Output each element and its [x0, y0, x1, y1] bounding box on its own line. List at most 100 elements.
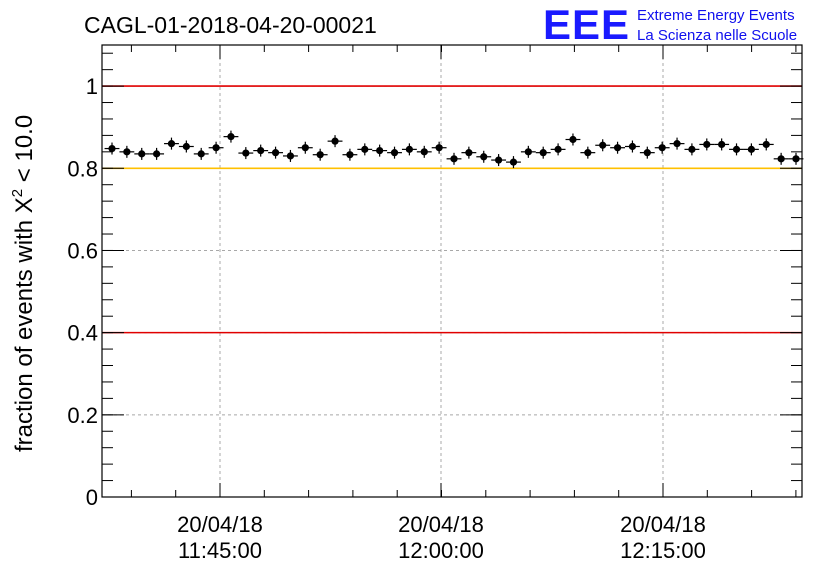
data-point-marker — [242, 149, 250, 157]
data-point — [178, 140, 194, 153]
x-tick-date: 20/04/18 — [398, 512, 484, 537]
logo-letters: EEE — [543, 1, 630, 48]
data-point — [595, 139, 611, 152]
y-axis-label-suffix: < 10.0 — [11, 115, 38, 189]
data-point-marker — [628, 142, 637, 151]
data-point — [193, 147, 209, 160]
data-point-marker — [777, 155, 785, 163]
data-point-marker — [643, 149, 651, 157]
y-tick-label: 1 — [86, 74, 98, 99]
data-point-marker — [673, 140, 681, 148]
y-tick-label: 0.6 — [67, 238, 98, 263]
data-point-marker — [420, 148, 428, 156]
data-point-marker — [271, 149, 280, 157]
eee-logo: EEE Extreme Energy Events La Scienza nel… — [543, 1, 797, 48]
data-point — [476, 150, 492, 163]
data-point — [684, 143, 700, 156]
y-tick-label: 0.2 — [67, 403, 98, 428]
data-point-marker — [584, 149, 592, 157]
data-point — [461, 146, 477, 159]
data-point — [535, 146, 551, 159]
data-point-marker — [153, 150, 161, 158]
data-point-marker — [509, 158, 518, 166]
data-point-marker — [301, 144, 309, 152]
x-tick-time: 12:15:00 — [620, 538, 706, 563]
data-point — [580, 146, 596, 159]
y-axis-label: fraction of events with X2 < 10.0 — [9, 115, 38, 452]
data-point-marker — [182, 142, 190, 151]
logo-line-1: Extreme Energy Events — [637, 7, 795, 24]
data-point-marker — [747, 145, 755, 153]
data-point-marker — [390, 149, 399, 157]
data-point-marker — [524, 148, 532, 156]
reference-lines — [102, 85, 802, 334]
data-point — [729, 143, 744, 156]
data-point-marker — [167, 140, 176, 148]
data-point-marker — [792, 155, 800, 163]
data-point-marker — [554, 145, 562, 153]
data-point — [312, 148, 328, 161]
data-point-marker — [762, 140, 770, 149]
data-point — [773, 152, 789, 165]
logo-line-2: La Scienza nelle Scuole — [637, 27, 797, 44]
data-point — [149, 147, 165, 160]
data-point — [743, 143, 759, 156]
data-point — [401, 143, 417, 156]
plot-border — [101, 44, 803, 498]
x-axis-ticks: 20/04/1811:45:0020/04/1812:00:0020/04/18… — [130, 45, 797, 563]
data-point-marker — [613, 144, 622, 152]
data-point-marker — [257, 147, 265, 155]
data-point — [639, 146, 655, 159]
data-point — [223, 130, 239, 143]
data-point — [446, 152, 462, 165]
y-axis-label-prefix: fraction of events with — [11, 213, 38, 452]
data-point-marker — [331, 137, 339, 145]
data-point — [714, 138, 730, 151]
y-tick-label: 0.4 — [67, 321, 98, 346]
data-point-marker — [138, 150, 146, 158]
data-point-marker — [465, 149, 473, 157]
x-tick-date: 20/04/18 — [620, 512, 706, 537]
data-point — [238, 147, 254, 160]
data-point — [164, 137, 179, 150]
data-point-marker — [361, 145, 369, 153]
data-point — [625, 140, 640, 153]
data-point-marker — [569, 135, 577, 144]
grid-lines — [102, 45, 802, 498]
y-axis-label-superscript: 2 — [9, 189, 26, 197]
data-point-marker — [405, 145, 413, 153]
y-axis-ticks: 0 0.2 0.4 0.6 0.8 1 — [67, 52, 802, 510]
data-point-marker — [227, 133, 235, 141]
x-tick-time: 11:45:00 — [178, 538, 262, 563]
data-point-marker — [480, 153, 488, 161]
data-point-marker — [539, 149, 547, 157]
data-point — [253, 144, 269, 157]
data-point — [134, 147, 150, 160]
data-point-marker — [376, 147, 384, 155]
data-point-marker — [212, 144, 220, 152]
data-point-marker — [197, 150, 205, 158]
data-point — [506, 156, 521, 169]
data-point — [297, 141, 313, 154]
data-point — [669, 137, 685, 150]
data-point — [610, 141, 625, 154]
data-point-marker — [599, 141, 607, 149]
data-point-marker — [435, 144, 443, 152]
data-point — [342, 148, 358, 161]
data-point — [372, 144, 388, 157]
x-tick-time: 12:00:00 — [398, 538, 484, 563]
data-point-marker — [703, 140, 711, 149]
data-point — [283, 149, 298, 162]
data-point-marker — [718, 140, 726, 149]
data-point — [520, 145, 536, 158]
data-point — [104, 142, 120, 155]
data-point — [654, 141, 670, 154]
plot-frame — [101, 44, 803, 498]
data-point — [431, 141, 447, 154]
data-point — [758, 138, 774, 151]
data-point — [387, 146, 402, 159]
y-tick-label: 0.8 — [67, 156, 98, 181]
data-point — [119, 145, 135, 158]
data-point — [565, 133, 581, 146]
